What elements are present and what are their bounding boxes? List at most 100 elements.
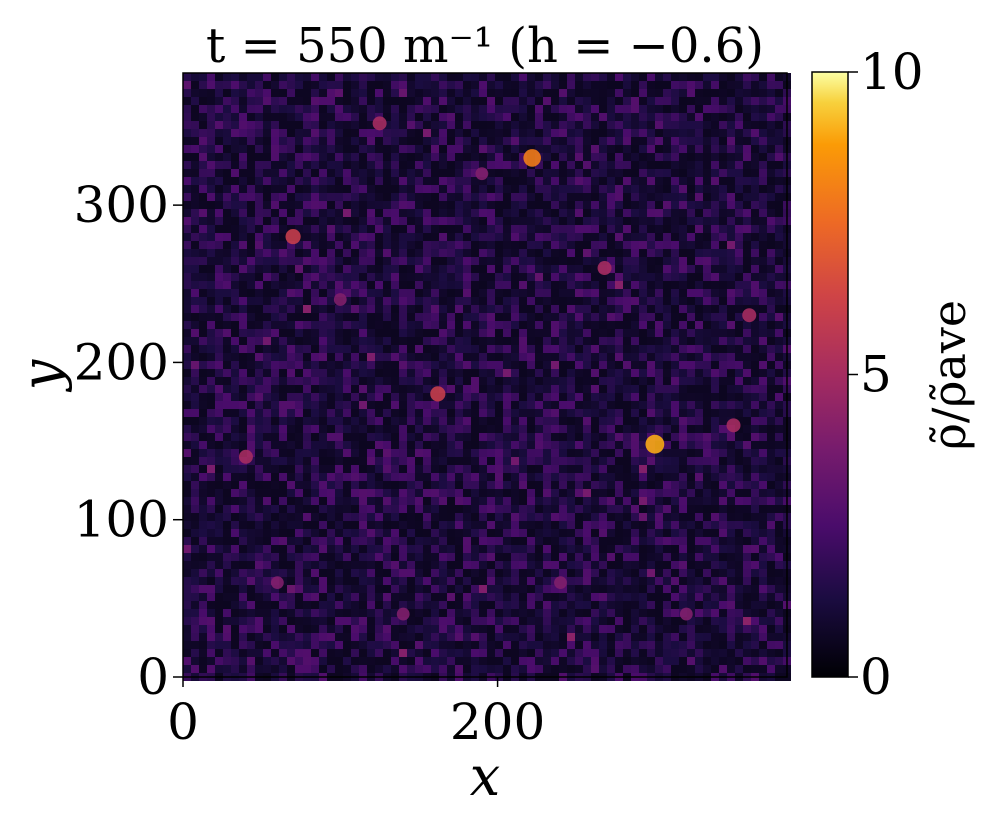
heatmap-cell — [591, 97, 599, 105]
heatmap-cell — [703, 225, 711, 233]
heatmap-cell — [295, 601, 303, 609]
heatmap-cell — [455, 353, 463, 361]
heatmap-cell — [399, 561, 407, 569]
heatmap-cell — [223, 185, 231, 193]
heatmap-cell — [327, 577, 335, 585]
heatmap-cell — [295, 153, 303, 161]
heatmap-cell — [631, 489, 639, 497]
heatmap-cell — [439, 633, 447, 641]
heatmap-cell — [407, 561, 415, 569]
heatmap-cell — [631, 121, 639, 129]
heatmap-cell — [343, 465, 351, 473]
heatmap-cell — [615, 217, 623, 225]
heatmap-cell — [479, 241, 487, 249]
heatmap-cell — [479, 209, 487, 217]
heatmap-cell — [311, 537, 319, 545]
heatmap-cell — [551, 345, 559, 353]
heatmap-cell — [255, 105, 263, 113]
heatmap-cell — [319, 569, 327, 577]
heatmap-cell — [359, 593, 367, 601]
heatmap-cell — [319, 561, 327, 569]
heatmap-cell — [575, 361, 583, 369]
heatmap-cell — [399, 505, 407, 513]
heatmap-cell — [511, 569, 519, 577]
heatmap-cell — [575, 385, 583, 393]
heatmap-cell — [575, 457, 583, 465]
heatmap-cell — [455, 249, 463, 257]
heatmap-cell — [319, 513, 327, 521]
heatmap-cell — [639, 441, 647, 449]
heatmap-cell — [623, 97, 631, 105]
heatmap-cell — [383, 185, 391, 193]
heatmap-cell — [239, 657, 247, 665]
heatmap-cell — [567, 153, 575, 161]
heatmap-cell — [223, 73, 231, 81]
heatmap-cell — [311, 593, 319, 601]
heatmap-cell — [591, 433, 599, 441]
heatmap-cell — [687, 545, 695, 553]
heatmap-cell — [631, 465, 639, 473]
heatmap-cell — [695, 177, 703, 185]
heatmap-cell — [191, 457, 199, 465]
heatmap-cell — [231, 297, 239, 305]
heatmap-cell — [223, 89, 231, 97]
heatmap-cell — [287, 241, 295, 249]
heatmap-cell — [247, 545, 255, 553]
heatmap-cell — [535, 433, 543, 441]
heatmap-cell — [487, 217, 495, 225]
heatmap-cell — [543, 585, 551, 593]
heatmap-cell — [431, 457, 439, 465]
heatmap-cell — [679, 385, 687, 393]
heatmap-cell — [183, 465, 191, 473]
heatmap-cell — [327, 617, 335, 625]
heatmap-cell — [415, 457, 423, 465]
heatmap-cell — [239, 129, 247, 137]
heatmap-cell — [247, 401, 255, 409]
heatmap-cell — [495, 81, 503, 89]
heatmap-cell — [543, 217, 551, 225]
heatmap-cell — [455, 505, 463, 513]
heatmap-cell — [263, 105, 271, 113]
heatmap-cell — [535, 505, 543, 513]
heatmap-cell — [311, 457, 319, 465]
heatmap-cell — [671, 401, 679, 409]
heatmap-cell — [199, 465, 207, 473]
heatmap-cell — [351, 353, 359, 361]
heatmap-cell — [239, 265, 247, 273]
heatmap-cell — [183, 561, 191, 569]
heatmap-cell — [263, 633, 271, 641]
heatmap-cell — [639, 625, 647, 633]
heatmap-cell — [527, 497, 535, 505]
heatmap-cell — [223, 521, 231, 529]
heatmap-cell — [583, 601, 591, 609]
heatmap-cell — [383, 481, 391, 489]
heatmap-cell — [679, 281, 687, 289]
heatmap-cell — [655, 553, 663, 561]
heatmap-cell — [455, 537, 463, 545]
heatmap-cell — [407, 353, 415, 361]
heatmap-cell — [223, 481, 231, 489]
heatmap-cell — [343, 545, 351, 553]
heatmap-cell — [655, 409, 663, 417]
heatmap-cell — [503, 353, 511, 361]
heatmap-cell — [255, 377, 263, 385]
heatmap-cell — [287, 377, 295, 385]
heatmap-cell — [271, 617, 279, 625]
heatmap-cell — [615, 449, 623, 457]
heatmap-cell — [663, 321, 671, 329]
heatmap-cell — [343, 553, 351, 561]
heatmap-cell — [319, 145, 327, 153]
heatmap-cell — [591, 633, 599, 641]
heatmap-cell — [415, 81, 423, 89]
heatmap-cell — [263, 641, 271, 649]
heatmap-cell — [199, 569, 207, 577]
heatmap-cell — [375, 329, 383, 337]
heatmap-cell — [575, 145, 583, 153]
heatmap-cell — [327, 241, 335, 249]
heatmap-cell — [399, 129, 407, 137]
heatmap-cell — [199, 665, 207, 673]
heatmap-cell — [191, 177, 199, 185]
heatmap-cell — [439, 137, 447, 145]
heatmap-cell — [279, 105, 287, 113]
heatmap-cell — [559, 537, 567, 545]
